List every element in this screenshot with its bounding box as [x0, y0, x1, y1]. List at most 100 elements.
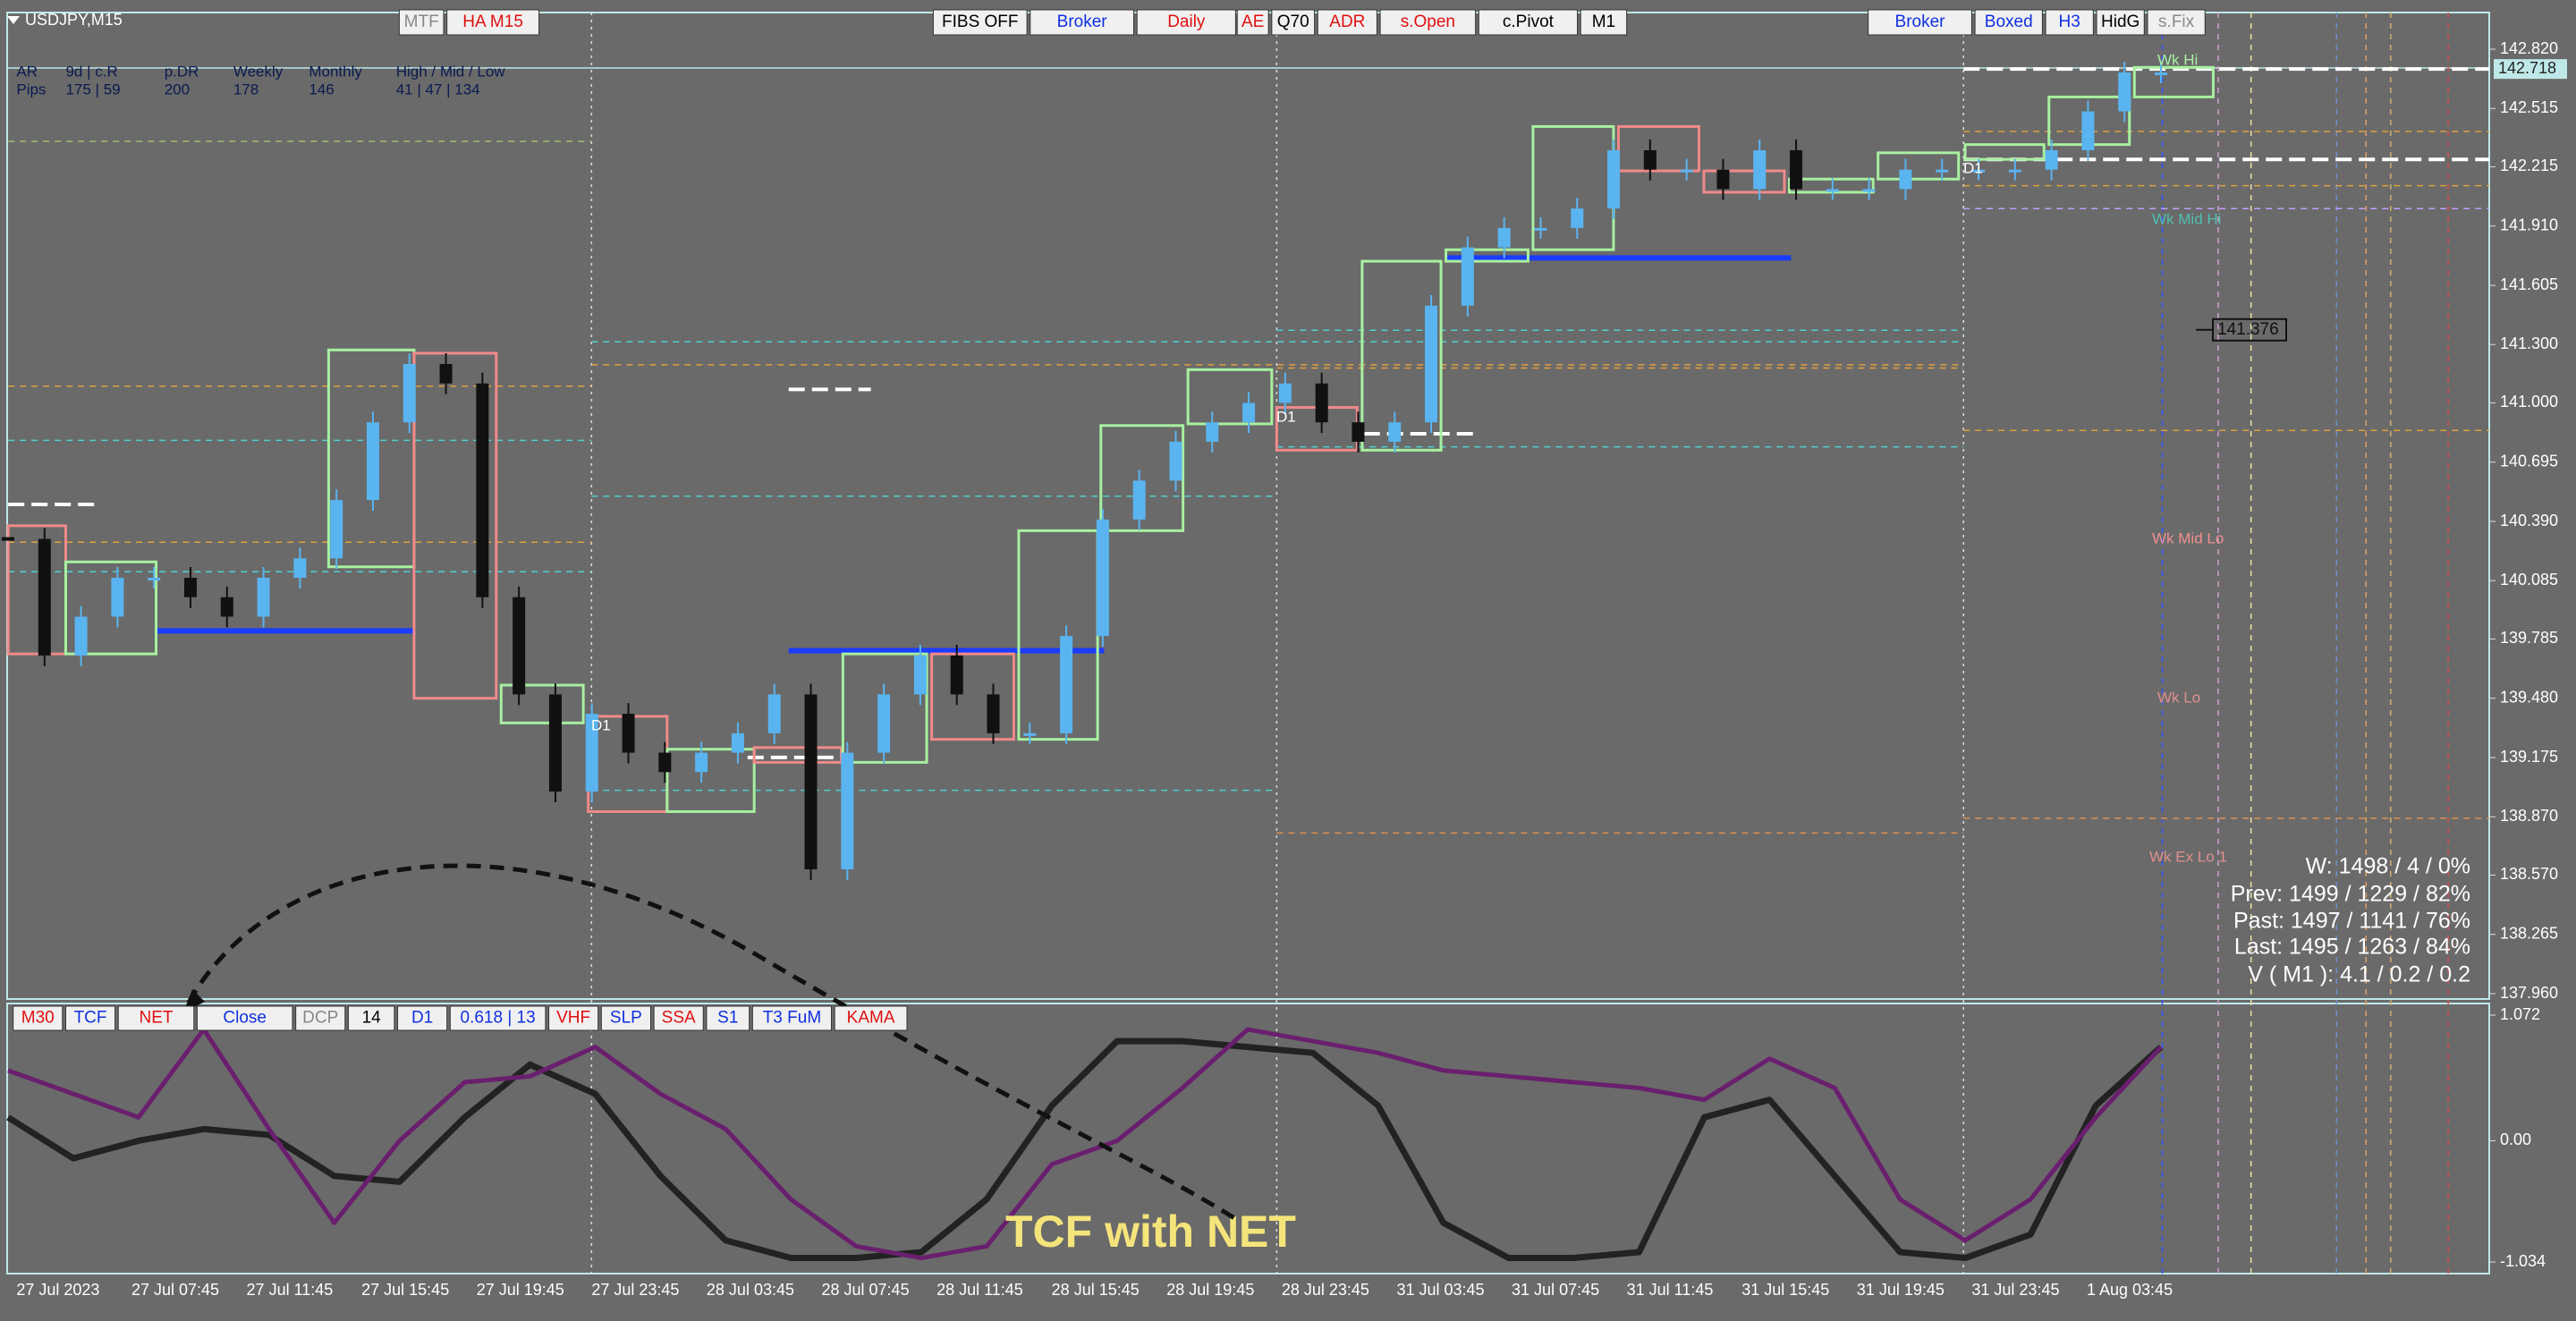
symbol-arrow — [7, 16, 20, 24]
button[interactable] — [1136, 9, 1236, 36]
button[interactable] — [2096, 9, 2145, 36]
button-label[interactable]: AE — [1241, 13, 1264, 31]
time-label: 31 Jul 03:45 — [1396, 1281, 1484, 1299]
button[interactable] — [751, 1005, 833, 1031]
button-label[interactable]: Broker — [1895, 13, 1946, 31]
indicator-panel — [6, 1003, 2490, 1274]
button[interactable] — [706, 1005, 750, 1031]
candle — [1425, 305, 1438, 423]
button[interactable] — [932, 9, 1028, 36]
candle — [1716, 169, 1730, 190]
button[interactable] — [2045, 9, 2094, 36]
button-label[interactable]: s.Fix — [2158, 13, 2195, 31]
candle — [1936, 169, 1949, 173]
button-label[interactable]: T3 FuM — [763, 1009, 821, 1028]
button[interactable] — [196, 1005, 293, 1031]
info-text: 200 — [165, 80, 190, 97]
button[interactable] — [548, 1005, 599, 1031]
button-label[interactable]: FIBS OFF — [942, 13, 1019, 31]
symbol: USDJPY,M15 — [25, 11, 123, 29]
button[interactable] — [1030, 9, 1135, 36]
candle — [293, 558, 307, 579]
candle — [1497, 227, 1511, 248]
button[interactable] — [2147, 9, 2206, 36]
button-label[interactable]: M30 — [21, 1009, 55, 1028]
button-label[interactable]: s.Open — [1401, 13, 1455, 31]
button[interactable] — [1379, 9, 1477, 36]
button[interactable] — [1478, 9, 1579, 36]
session-box — [1445, 248, 1530, 263]
session-box — [930, 652, 1015, 741]
button-label[interactable]: S1 — [717, 1009, 738, 1028]
button[interactable] — [600, 1005, 651, 1031]
button-label[interactable]: D1 — [411, 1009, 433, 1028]
time-label: 28 Jul 11:45 — [936, 1281, 1023, 1299]
session-box — [1963, 143, 2046, 161]
candle — [1899, 169, 1912, 190]
button[interactable] — [1236, 9, 1269, 36]
info-text: Monthly — [309, 63, 362, 80]
button[interactable] — [834, 1005, 908, 1031]
button-label[interactable]: MTF — [404, 13, 439, 31]
button[interactable] — [398, 9, 445, 36]
button[interactable] — [449, 1005, 547, 1031]
price-label: 140.390 — [2500, 512, 2558, 529]
button-label[interactable]: H3 — [2059, 13, 2080, 31]
candle — [658, 752, 672, 773]
price-label: 138.265 — [2500, 924, 2558, 942]
button-label[interactable]: TCF — [74, 1009, 107, 1028]
button[interactable] — [1868, 9, 1972, 36]
stat: Last: 1495 / 1263 / 84% — [2234, 935, 2470, 960]
stat: W: 1498 / 4 / 0% — [2306, 854, 2470, 879]
button[interactable] — [1974, 9, 2043, 36]
button[interactable] — [1580, 9, 1628, 36]
candle — [1862, 189, 1876, 192]
button-label[interactable]: Close — [223, 1009, 267, 1028]
button[interactable] — [397, 1005, 448, 1031]
button-label[interactable]: Boxed — [1985, 13, 2033, 31]
candle — [1206, 422, 1219, 442]
button[interactable] — [347, 1005, 395, 1031]
button-label[interactable]: SSA — [662, 1009, 696, 1028]
button-label[interactable]: 14 — [362, 1009, 382, 1028]
candle — [1534, 227, 1547, 231]
time-label: 28 Jul 07:45 — [822, 1281, 910, 1299]
price-label: 138.570 — [2500, 865, 2558, 883]
candle — [1060, 636, 1073, 733]
button-label[interactable]: Q70 — [1277, 13, 1309, 31]
button-label[interactable]: 0.618 | 13 — [461, 1009, 536, 1028]
info-text: High / Mid / Low — [396, 63, 506, 80]
price-label: 141.000 — [2500, 393, 2558, 411]
info-text: AR — [16, 63, 38, 80]
button-label[interactable]: NET — [140, 1009, 174, 1028]
button[interactable] — [295, 1005, 346, 1031]
button-label[interactable]: VHF — [556, 1009, 590, 1028]
button[interactable] — [64, 1005, 116, 1031]
button-label[interactable]: KAMA — [847, 1009, 895, 1028]
button-label[interactable]: M1 — [1592, 13, 1615, 31]
button[interactable] — [117, 1005, 195, 1031]
candle — [841, 752, 854, 869]
button[interactable] — [13, 1005, 64, 1031]
button[interactable] — [446, 9, 540, 36]
button[interactable] — [1317, 9, 1377, 36]
button-label[interactable]: Daily — [1167, 13, 1206, 31]
info-text: Weekly — [233, 63, 284, 80]
candle — [987, 694, 1000, 733]
button-label[interactable]: ADR — [1329, 13, 1365, 31]
button-label[interactable]: Broker — [1057, 13, 1108, 31]
candle — [913, 655, 927, 695]
button-label[interactable]: c.Pivot — [1503, 13, 1555, 31]
button[interactable] — [1271, 9, 1316, 36]
button-label[interactable]: HA M15 — [462, 13, 523, 31]
button[interactable] — [653, 1005, 704, 1031]
session-box — [1099, 424, 1185, 532]
button-label[interactable]: SLP — [610, 1009, 642, 1028]
candle — [2118, 72, 2131, 112]
button-label[interactable]: DCP — [302, 1009, 338, 1028]
time-label: 31 Jul 23:45 — [1971, 1281, 2059, 1299]
candle — [2045, 149, 2058, 170]
button-label[interactable]: HidG — [2101, 13, 2140, 31]
